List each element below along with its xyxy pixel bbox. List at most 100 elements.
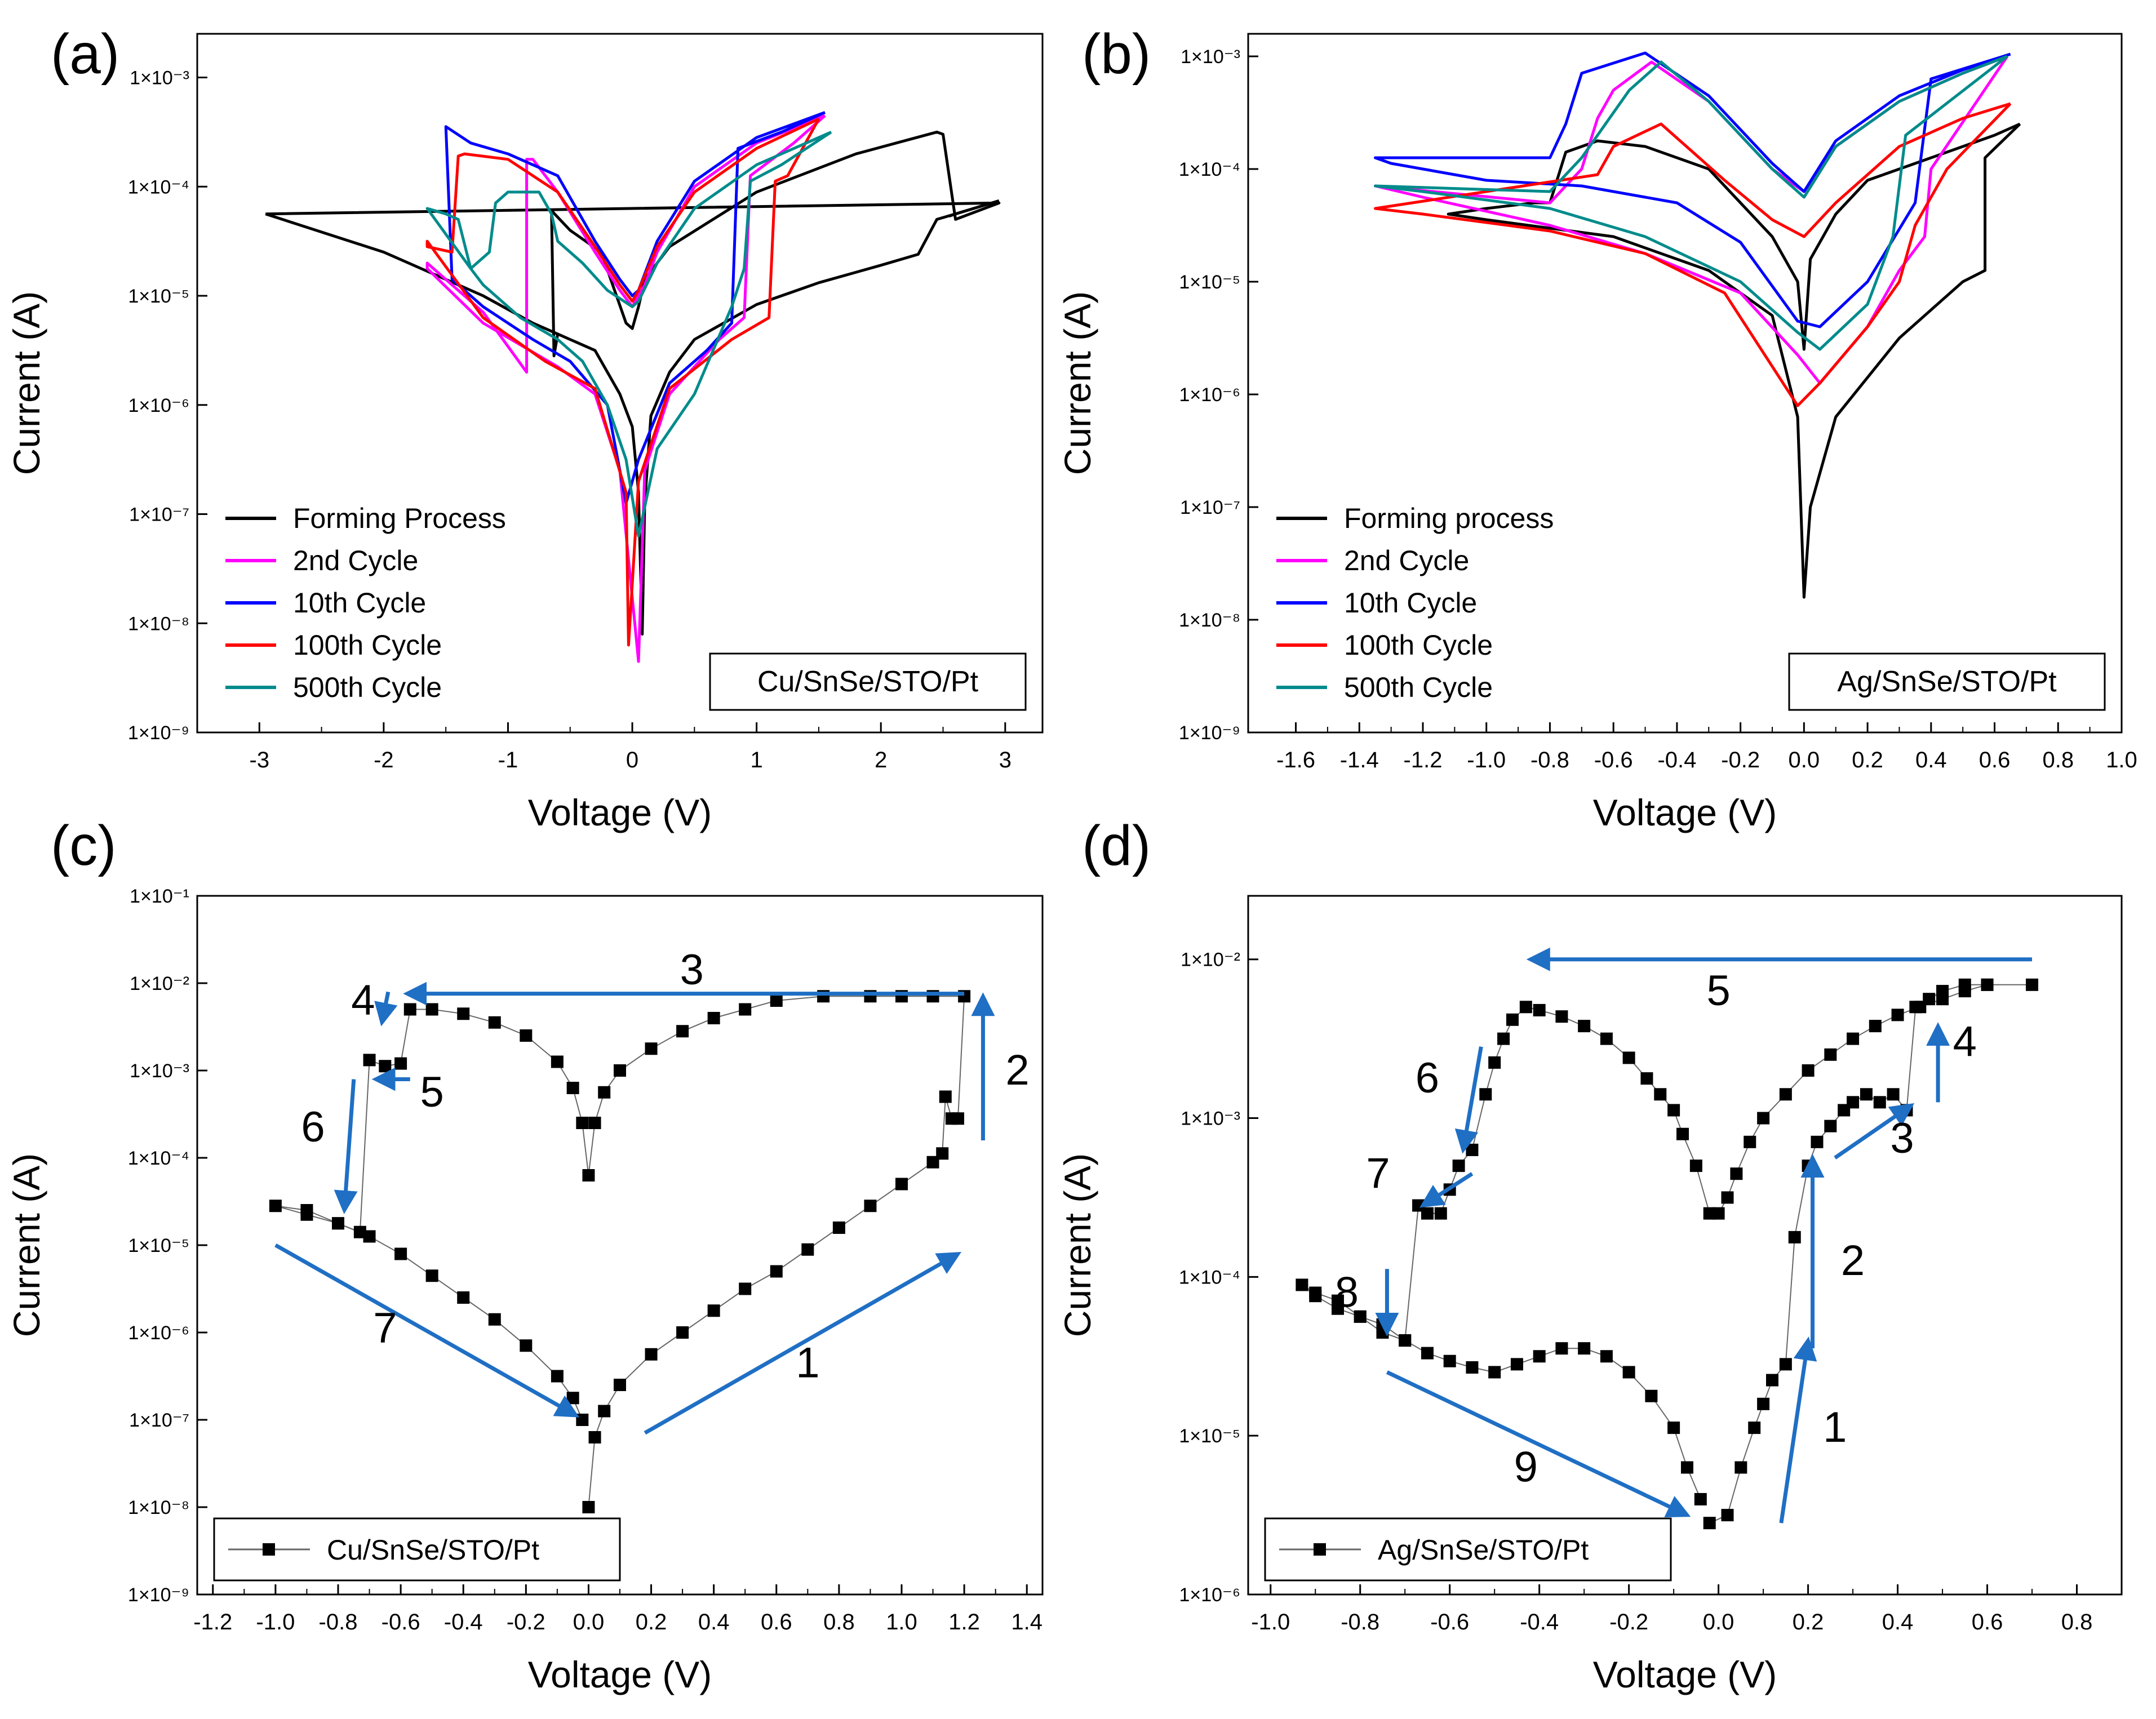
x-axis-label: Voltage (V) [1593,1654,1777,1695]
annotation-label-9: 9 [1514,1443,1538,1491]
y-tick-label: 1×10⁻⁷ [129,504,189,526]
data-point [1703,1207,1716,1220]
data-point [1296,1278,1308,1291]
data-point [582,1169,595,1181]
x-tick-label: -0.8 [1341,1610,1379,1634]
x-tick-label: -0.2 [507,1610,545,1634]
annotation-label-3: 3 [1890,1114,1914,1162]
data-point [566,1392,579,1405]
x-tick-label: -1.2 [1404,748,1443,772]
data-point [488,1016,501,1029]
sweep-line [275,996,965,1508]
annotation-arrow-6 [334,1079,358,1214]
data-point [1488,1056,1501,1069]
data-point [425,1003,438,1016]
legend-label-0: Forming Process [293,503,506,534]
data-point [1667,1104,1680,1117]
data-point [1811,1135,1824,1148]
x-axis-label: Voltage (V) [528,1654,712,1695]
x-tick-label: 0.2 [1852,748,1883,772]
x-tick-label: -2 [374,748,394,772]
legend-marker [263,1543,275,1556]
series-line-3 [425,117,820,647]
data-point [457,1291,470,1304]
x-tick-label: -0.8 [319,1610,358,1634]
data-point [770,1265,783,1278]
y-tick-label: 1×10⁻⁴ [128,176,189,198]
data-point [1578,1020,1591,1033]
series-line-0 [1447,122,2021,599]
data-point [707,1304,720,1317]
panel-label-c: (c) [51,814,117,877]
y-tick-label: 1×10⁻² [130,973,189,994]
legend-label-3: 100th Cycle [293,629,442,661]
data-point [614,1064,626,1077]
annotation-arrow-1 [644,1252,962,1435]
data-point [939,1090,952,1103]
annotation-label-6: 6 [301,1103,325,1151]
y-tick-label: 1×10⁻⁹ [1179,722,1240,744]
data-point [1622,1051,1635,1064]
data-point [332,1217,344,1230]
y-tick-label: 1×10⁻⁸ [1179,610,1240,631]
data-point [1309,1290,1322,1303]
y-tick-label: 1×10⁻³ [130,68,189,89]
data-point [1466,1361,1479,1374]
legend-label: Ag/SnSe/STO/Pt [1378,1534,1589,1566]
data-point [1891,1009,1904,1021]
y-tick-label: 1×10⁻⁹ [128,722,189,744]
data-point [676,1025,689,1038]
annotation-arrow-7 [274,1243,580,1418]
annotation-label-1: 1 [1823,1403,1847,1451]
data-point [645,1042,658,1055]
data-point [1354,1310,1367,1323]
data-point [895,1178,908,1191]
data-point [739,1282,752,1295]
data-point [598,1405,611,1418]
data-point [1802,1064,1815,1077]
legend-marker [1314,1543,1326,1556]
x-tick-label: -0.4 [1520,1610,1559,1634]
data-point [1744,1135,1756,1148]
x-tick-label: -0.8 [1531,748,1569,772]
x-tick-label: 0.8 [823,1610,855,1634]
legend-label-4: 500th Cycle [1344,672,1493,703]
y-tick-label: 1×10⁻³ [130,1060,189,1082]
y-tick-label: 1×10⁻⁶ [128,1322,189,1344]
data-point [598,1086,611,1099]
annotation-arrow-4 [374,991,398,1027]
x-tick-label: -0.4 [444,1610,483,1634]
data-point [576,1117,589,1129]
x-tick-label: 1 [751,748,763,772]
annotation-label-1: 1 [796,1339,819,1387]
y-axis-label: Current (A) [1057,291,1098,475]
x-tick-label: -1.2 [193,1610,232,1634]
x-tick-label: 0.0 [1703,1610,1734,1634]
plot-frame [196,895,1044,1596]
legend-label-2: 10th Cycle [1344,587,1477,619]
data-point [1555,1010,1568,1023]
x-tick-label: 0.2 [1793,1610,1824,1634]
annotation-label-5: 5 [1706,967,1730,1015]
data-point [1847,1096,1860,1109]
y-tick-label: 1×10⁻⁹ [128,1584,189,1606]
data-point [1860,1088,1873,1101]
x-tick-label: -0.6 [1594,748,1633,772]
annotation-label-7: 7 [1366,1149,1390,1197]
data-point [801,1243,814,1256]
data-point [588,1431,601,1443]
data-point [1936,993,1949,1006]
y-axis-label: Current (A) [6,1153,47,1337]
data-point [1981,978,1994,991]
data-point [832,1221,845,1234]
y-tick-label: 1×10⁻⁸ [128,613,189,634]
data-point [936,1147,949,1160]
x-tick-label: 0.8 [2042,748,2074,772]
data-point [379,1060,392,1073]
plot-area [269,990,971,1513]
data-point [1757,1397,1770,1410]
annotation-label-7: 7 [373,1304,397,1352]
x-tick-label: 0.0 [573,1610,605,1634]
data-point [1788,1231,1801,1243]
data-point [1703,1517,1716,1530]
